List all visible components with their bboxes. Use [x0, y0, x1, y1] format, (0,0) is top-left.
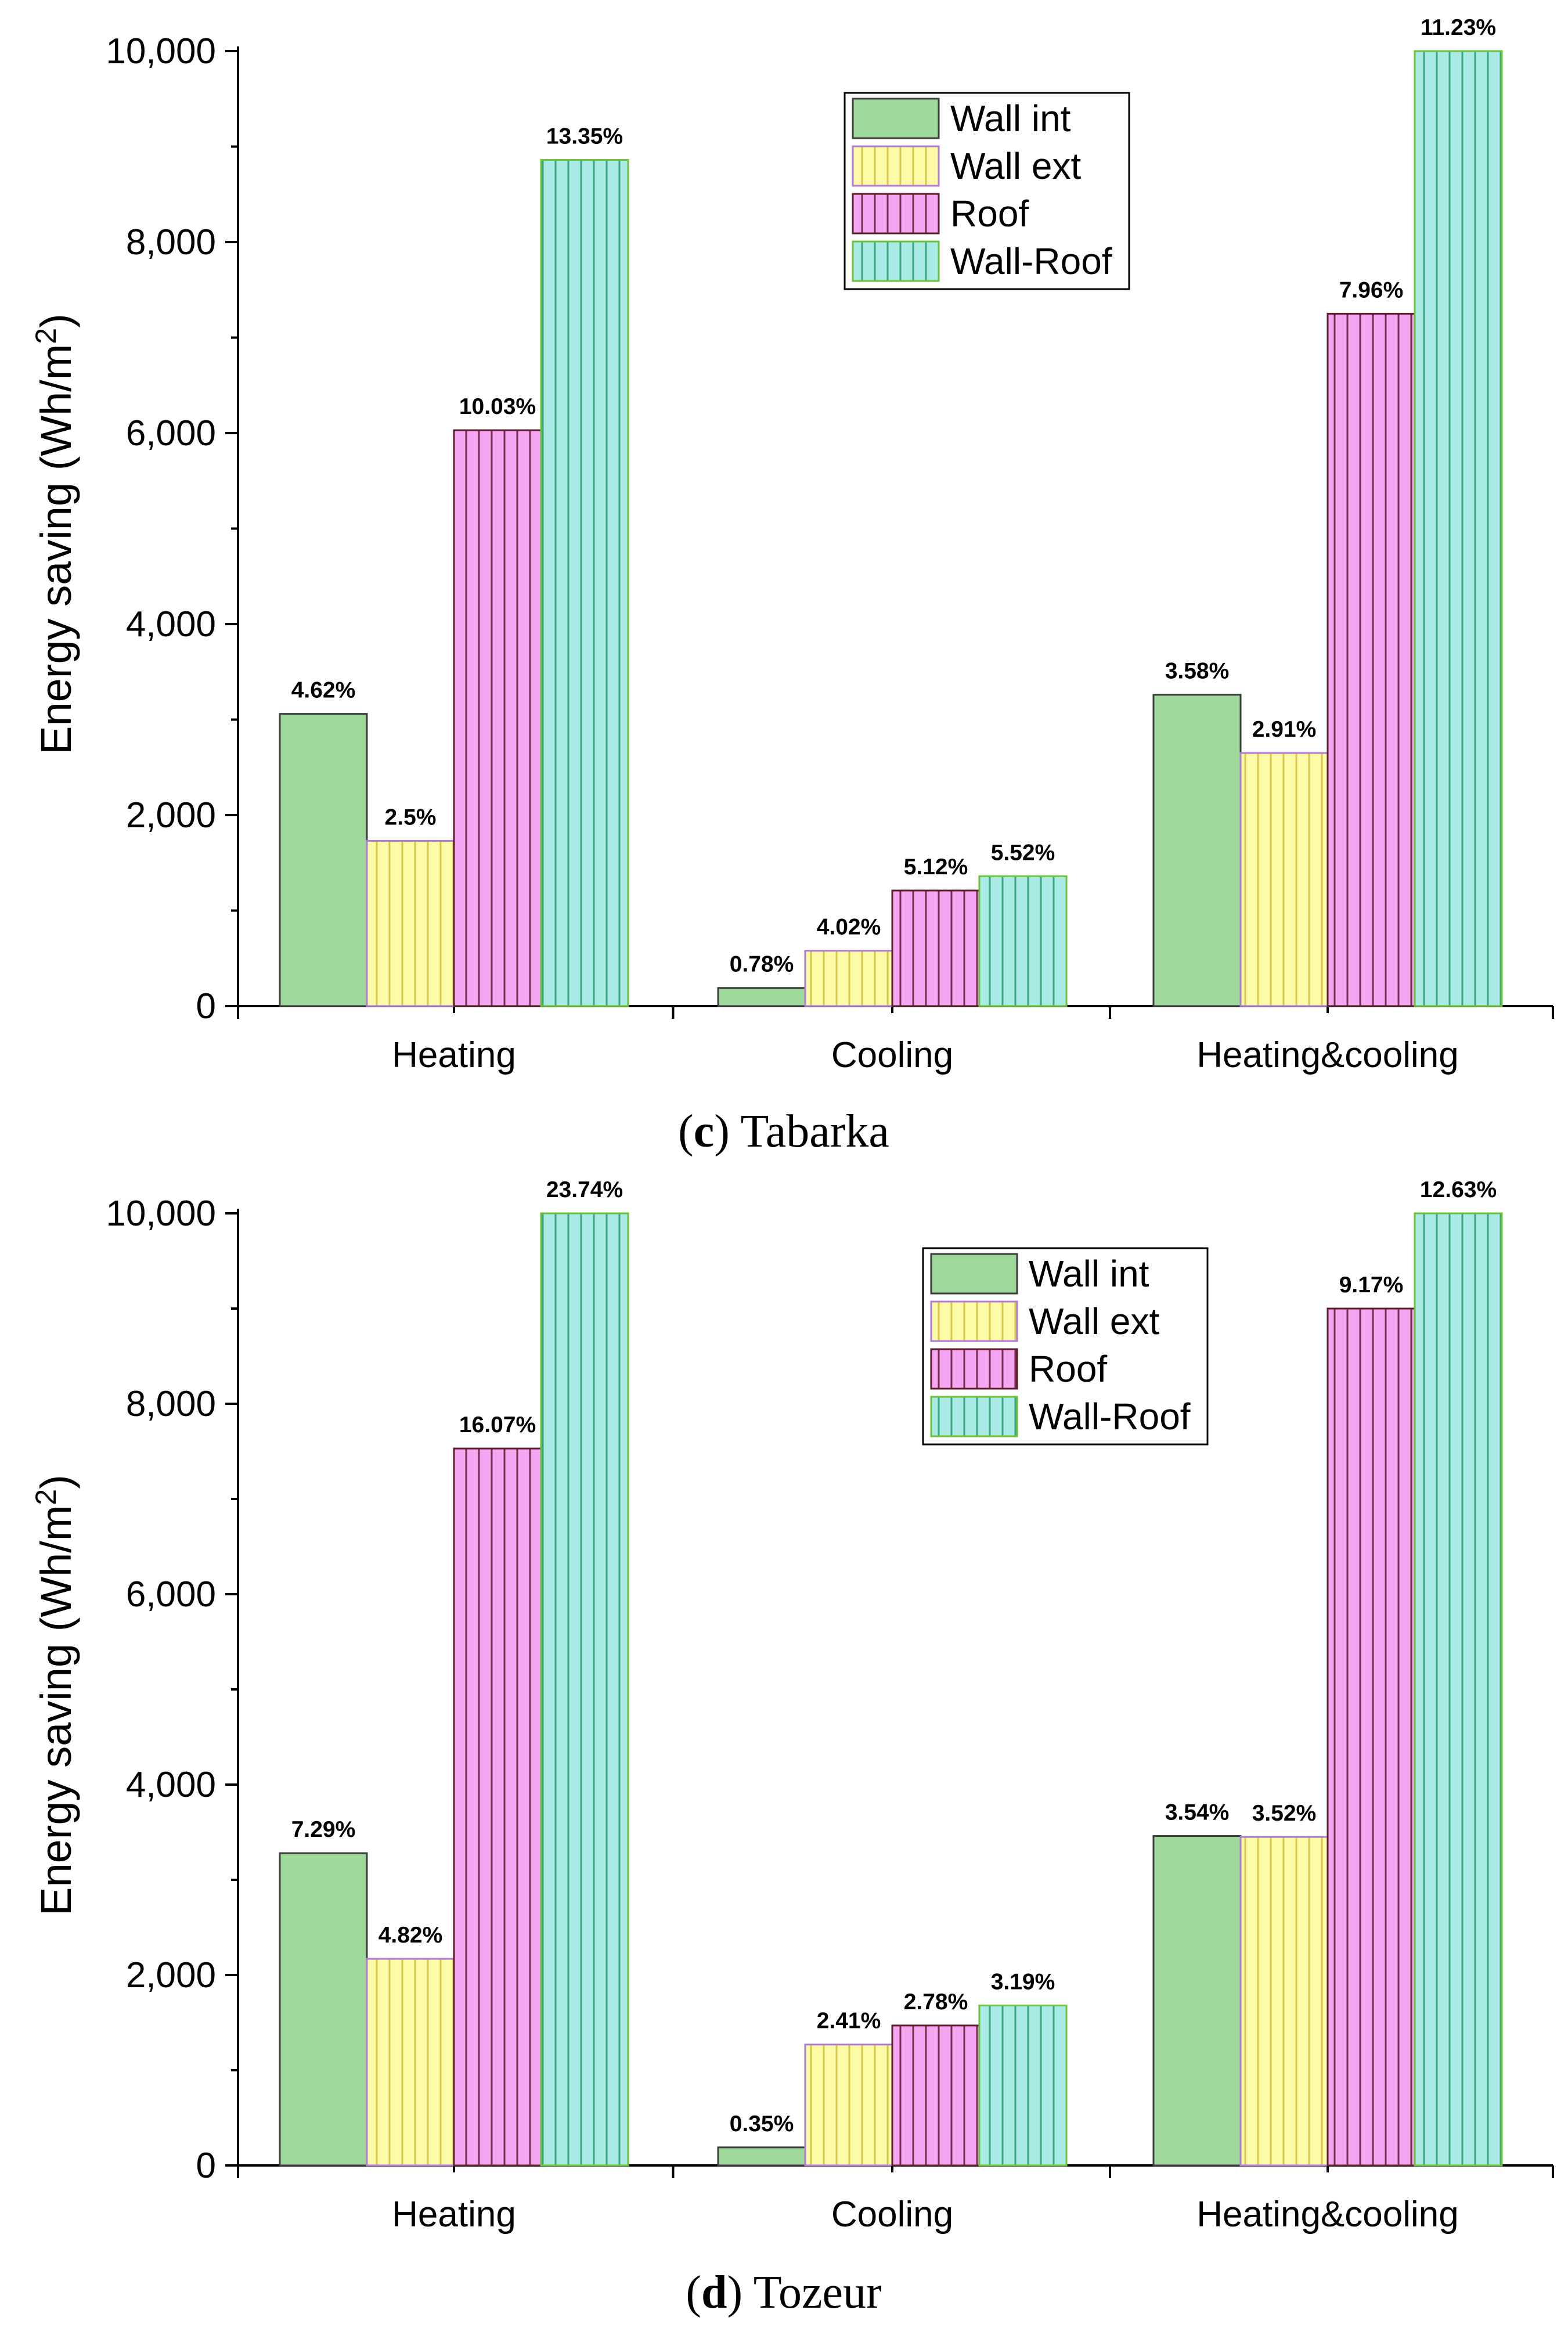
x-tick-label: Heating&cooling — [1196, 2194, 1459, 2235]
bar — [540, 159, 629, 1007]
data-label: 9.17% — [1339, 1273, 1404, 1298]
data-label: 4.02% — [817, 915, 881, 940]
data-label: 10.03% — [459, 394, 536, 419]
legend-label: Roof — [950, 193, 1029, 235]
data-label: 3.19% — [991, 1969, 1055, 1994]
legend-label: Wall int — [1029, 1253, 1149, 1295]
y-tick-label: 6,000 — [126, 413, 216, 453]
x-tick-label: Heating — [392, 1035, 516, 1075]
data-label: 23.74% — [546, 1177, 623, 1202]
y-tick-label: 4,000 — [126, 1765, 216, 1805]
data-label: 7.29% — [291, 1817, 356, 1842]
data-label: 13.35% — [546, 124, 623, 149]
bar — [1239, 752, 1329, 1007]
y-tick-label: 10,000 — [106, 1194, 216, 1234]
y-tick-label: 10,000 — [106, 31, 216, 71]
x-tick-label: Heating — [392, 2194, 516, 2235]
y-axis-title: Energy saving (Wh/m2) — [30, 1475, 80, 1916]
y-tick-label: 0 — [196, 2146, 216, 2186]
data-label: 7.96% — [1339, 278, 1404, 302]
data-label: 4.82% — [379, 1923, 443, 1948]
legend-swatch — [852, 98, 940, 139]
panel-caption: (c) Tabarka — [678, 1106, 889, 1157]
legend-swatch — [852, 240, 940, 282]
bar — [1152, 1835, 1242, 2167]
bar — [891, 2024, 981, 2167]
y-tick-label: 8,000 — [126, 222, 216, 262]
legend-swatch — [930, 1396, 1018, 1437]
legend-label: Wall ext — [950, 145, 1081, 187]
data-label: 2.91% — [1252, 717, 1317, 742]
bar — [1239, 1836, 1329, 2167]
bar — [453, 1447, 542, 2167]
legend-label: Wall-Roof — [1029, 1396, 1191, 1437]
legend-swatch — [930, 1253, 1018, 1295]
legend: Wall int Wall ext Roof Wall-Roof — [844, 92, 1130, 290]
bar — [540, 1212, 629, 2167]
x-tick-label: Heating&cooling — [1196, 1035, 1459, 1075]
bar — [1152, 694, 1242, 1007]
data-label: 0.35% — [730, 2111, 794, 2136]
y-tick-label: 6,000 — [126, 1574, 216, 1615]
y-axis-title: Energy saving (Wh/m2) — [30, 313, 80, 755]
x-tick-label: Cooling — [831, 2194, 953, 2235]
legend-label: Wall int — [950, 98, 1071, 139]
bar — [279, 713, 368, 1007]
legend-label: Roof — [1029, 1348, 1107, 1390]
legend-label: Wall-Roof — [950, 240, 1112, 282]
data-label: 5.52% — [991, 840, 1055, 865]
data-label: 5.12% — [904, 855, 968, 880]
data-label: 4.62% — [291, 678, 356, 703]
chart-panel-tabarka: Energy saving (Wh/m2) 0 2,000 4,000 6,000 8,… — [30, 15, 1554, 1157]
bar — [366, 1958, 455, 2167]
legend-label: Wall ext — [1029, 1300, 1159, 1342]
data-label: 2.41% — [817, 2009, 881, 2034]
bar — [1327, 312, 1416, 1007]
data-label: 3.52% — [1252, 1801, 1317, 1826]
data-label: 2.78% — [904, 1990, 968, 2015]
legend-swatch — [930, 1300, 1018, 1342]
legend-swatch — [852, 193, 940, 235]
bar — [891, 889, 981, 1007]
bar — [717, 987, 806, 1007]
bar — [804, 2044, 893, 2167]
bar — [978, 875, 1068, 1007]
bar — [453, 429, 542, 1007]
data-label: 0.78% — [730, 952, 794, 977]
bar — [804, 950, 893, 1007]
y-tick-label: 8,000 — [126, 1384, 216, 1424]
y-tick-label: 2,000 — [126, 1955, 216, 1995]
data-label: 12.63% — [1420, 1177, 1497, 1202]
x-tick-label: Cooling — [831, 1035, 953, 1075]
bar — [279, 1852, 368, 2167]
bar — [1414, 50, 1503, 1007]
bar — [978, 2004, 1068, 2167]
y-tick-label: 0 — [196, 986, 216, 1026]
y-tick-label: 2,000 — [126, 795, 216, 835]
data-label: 11.23% — [1421, 15, 1496, 40]
panel-caption: (d) Tozeur — [686, 2267, 881, 2318]
data-label: 2.5% — [385, 805, 437, 830]
data-label: 3.58% — [1165, 659, 1230, 684]
bar — [1414, 1212, 1503, 2167]
legend: Wall int Wall ext Roof Wall-Roof — [922, 1247, 1209, 1446]
data-label: 3.54% — [1165, 1800, 1230, 1825]
legend-swatch — [930, 1348, 1018, 1390]
legend-swatch — [852, 145, 940, 187]
bar — [366, 839, 455, 1007]
y-tick-label: 4,000 — [126, 604, 216, 644]
bar — [1327, 1307, 1416, 2167]
bar — [717, 2146, 806, 2167]
data-label: 16.07% — [459, 1412, 536, 1437]
chart-panel-tozeur: Energy saving (Wh/m2) 0 2,000 4,000 6,000 8,… — [30, 1177, 1554, 2318]
